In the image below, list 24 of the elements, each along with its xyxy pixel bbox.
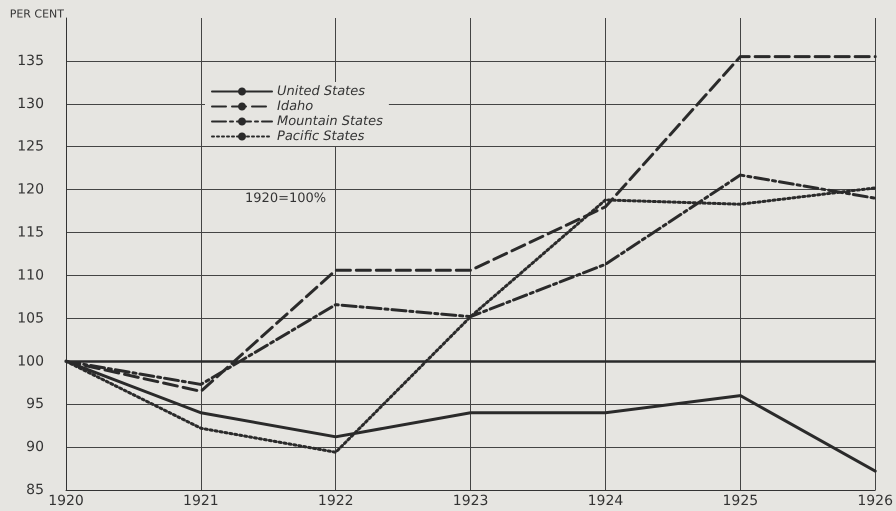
legend-label: Pacific States bbox=[277, 129, 365, 144]
x-tick-label: 1924 bbox=[588, 493, 624, 509]
x-tick-label: 1926 bbox=[857, 493, 894, 509]
y-tick-label: 130 bbox=[17, 96, 44, 112]
y-tick-label: 90 bbox=[26, 439, 44, 456]
y-tick-label: 105 bbox=[17, 310, 44, 326]
legend-label: Mountain States bbox=[277, 114, 384, 129]
y-tick-label: 100 bbox=[17, 353, 44, 370]
y-tick-label: 110 bbox=[17, 267, 44, 284]
y-axis-title: PER CENT bbox=[10, 8, 64, 20]
legend-label: Idaho bbox=[277, 99, 314, 114]
x-tick-label: 1923 bbox=[452, 493, 488, 509]
x-tick-label: 1921 bbox=[183, 493, 219, 509]
x-tick-label: 1922 bbox=[318, 493, 354, 509]
y-tick-label: 115 bbox=[17, 224, 44, 241]
annotation: 1920=100% bbox=[245, 191, 326, 206]
legend-label: United States bbox=[277, 84, 366, 99]
y-tick-label: 120 bbox=[17, 182, 44, 198]
x-tick-label: 1925 bbox=[722, 493, 758, 509]
y-tick-label: 125 bbox=[17, 138, 44, 155]
x-tick-label: 1920 bbox=[48, 493, 84, 509]
y-tick-label: 85 bbox=[26, 482, 44, 498]
y-tick-label: 135 bbox=[17, 52, 44, 69]
y-tick-label: 95 bbox=[26, 396, 44, 412]
